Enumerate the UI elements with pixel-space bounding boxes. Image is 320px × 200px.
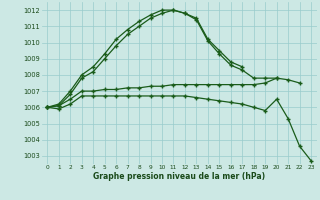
X-axis label: Graphe pression niveau de la mer (hPa): Graphe pression niveau de la mer (hPa): [93, 172, 265, 181]
